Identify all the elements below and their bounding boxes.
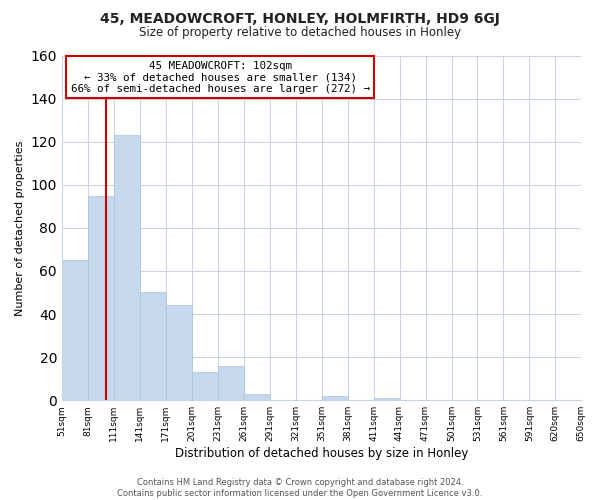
Text: Size of property relative to detached houses in Honley: Size of property relative to detached ho… (139, 26, 461, 39)
Text: 45, MEADOWCROFT, HONLEY, HOLMFIRTH, HD9 6GJ: 45, MEADOWCROFT, HONLEY, HOLMFIRTH, HD9 … (100, 12, 500, 26)
Bar (192, 372, 218, 400)
Bar (88, 196, 114, 400)
Text: Contains HM Land Registry data © Crown copyright and database right 2024.
Contai: Contains HM Land Registry data © Crown c… (118, 478, 482, 498)
Bar (244, 394, 269, 400)
X-axis label: Distribution of detached houses by size in Honley: Distribution of detached houses by size … (175, 447, 468, 460)
Text: 45 MEADOWCROFT: 102sqm
← 33% of detached houses are smaller (134)
66% of semi-de: 45 MEADOWCROFT: 102sqm ← 33% of detached… (71, 60, 370, 94)
Y-axis label: Number of detached properties: Number of detached properties (15, 140, 25, 316)
Bar (322, 396, 347, 400)
Bar (218, 366, 244, 400)
Bar (114, 135, 140, 400)
Bar (140, 292, 166, 400)
Bar (374, 398, 400, 400)
Bar (166, 306, 192, 400)
Bar (62, 260, 88, 400)
